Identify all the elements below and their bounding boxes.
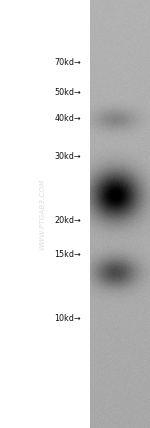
- Text: 40kd→: 40kd→: [54, 114, 81, 124]
- Text: 50kd→: 50kd→: [54, 87, 81, 97]
- Text: 10kd→: 10kd→: [54, 314, 81, 324]
- Text: 70kd→: 70kd→: [54, 57, 81, 67]
- Text: WWW.PTGAB3.COM: WWW.PTGAB3.COM: [39, 178, 45, 250]
- Text: 15kd→: 15kd→: [54, 250, 81, 259]
- Text: 30kd→: 30kd→: [54, 152, 81, 161]
- Text: 20kd→: 20kd→: [54, 216, 81, 225]
